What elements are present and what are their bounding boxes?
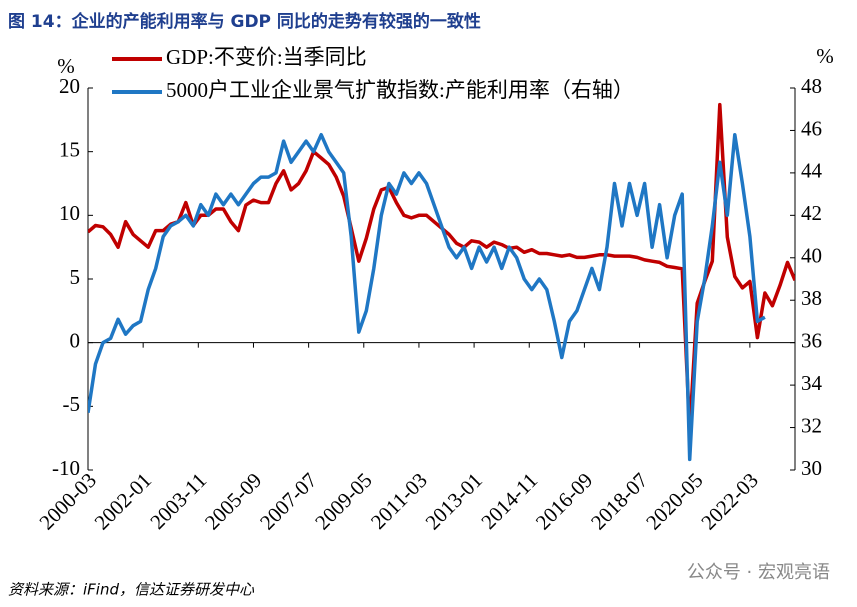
- source-note: 资料来源：iFind，信达证券研发中心: [8, 581, 255, 599]
- watermark: 公众号 · 宏观亮语: [687, 562, 830, 583]
- y-tick-label: 20: [59, 74, 80, 98]
- y-tick-label: 10: [59, 201, 80, 225]
- y-axis-unit: %: [57, 54, 75, 78]
- y2-tick-label: 34: [801, 371, 823, 395]
- y2-tick-label: 48: [801, 74, 822, 98]
- y2-axis-unit: %: [816, 44, 834, 68]
- x-tick-label: 2018-07: [586, 468, 652, 534]
- y2-tick-label: 38: [801, 286, 822, 310]
- y-tick-label: -5: [63, 392, 81, 416]
- y2-tick-label: 46: [801, 116, 822, 140]
- chart-title: 图 14：企业的产能利用率与 GDP 同比的走势有较强的一致性: [8, 11, 481, 32]
- y2-tick-label: 30: [801, 456, 822, 480]
- y2-tick-label: 44: [801, 159, 823, 183]
- y-tick-label: 5: [70, 265, 81, 289]
- x-tick-label: 2013-01: [421, 468, 487, 534]
- x-tick-label: 2022-03: [696, 468, 762, 534]
- y2-tick-label: 42: [801, 201, 822, 225]
- x-tick-label: 2014-11: [476, 468, 542, 534]
- legend-label: 5000户工业企业景气扩散指数:产能利用率（右轴）: [166, 78, 634, 102]
- x-tick-label: 2016-09: [531, 468, 597, 534]
- x-tick-label: 2009-05: [310, 468, 376, 534]
- y2-tick-label: 32: [801, 413, 822, 437]
- y-tick-label: 15: [59, 137, 80, 161]
- x-tick-label: 2011-03: [366, 468, 432, 534]
- legend-label: GDP:不变价:当季同比: [166, 45, 367, 69]
- x-tick-label: 2020-05: [641, 468, 707, 534]
- x-tick-label: 2002-01: [90, 468, 156, 534]
- x-tick-label: 2003-11: [145, 468, 211, 534]
- data-line: [88, 132, 766, 462]
- y2-tick-label: 36: [801, 328, 822, 352]
- y-tick-label: -10: [52, 456, 80, 480]
- x-tick-label: 2005-09: [200, 468, 266, 534]
- x-tick-label: 2007-07: [255, 468, 321, 534]
- y2-tick-label: 40: [801, 244, 822, 268]
- y-tick-label: 0: [70, 328, 81, 352]
